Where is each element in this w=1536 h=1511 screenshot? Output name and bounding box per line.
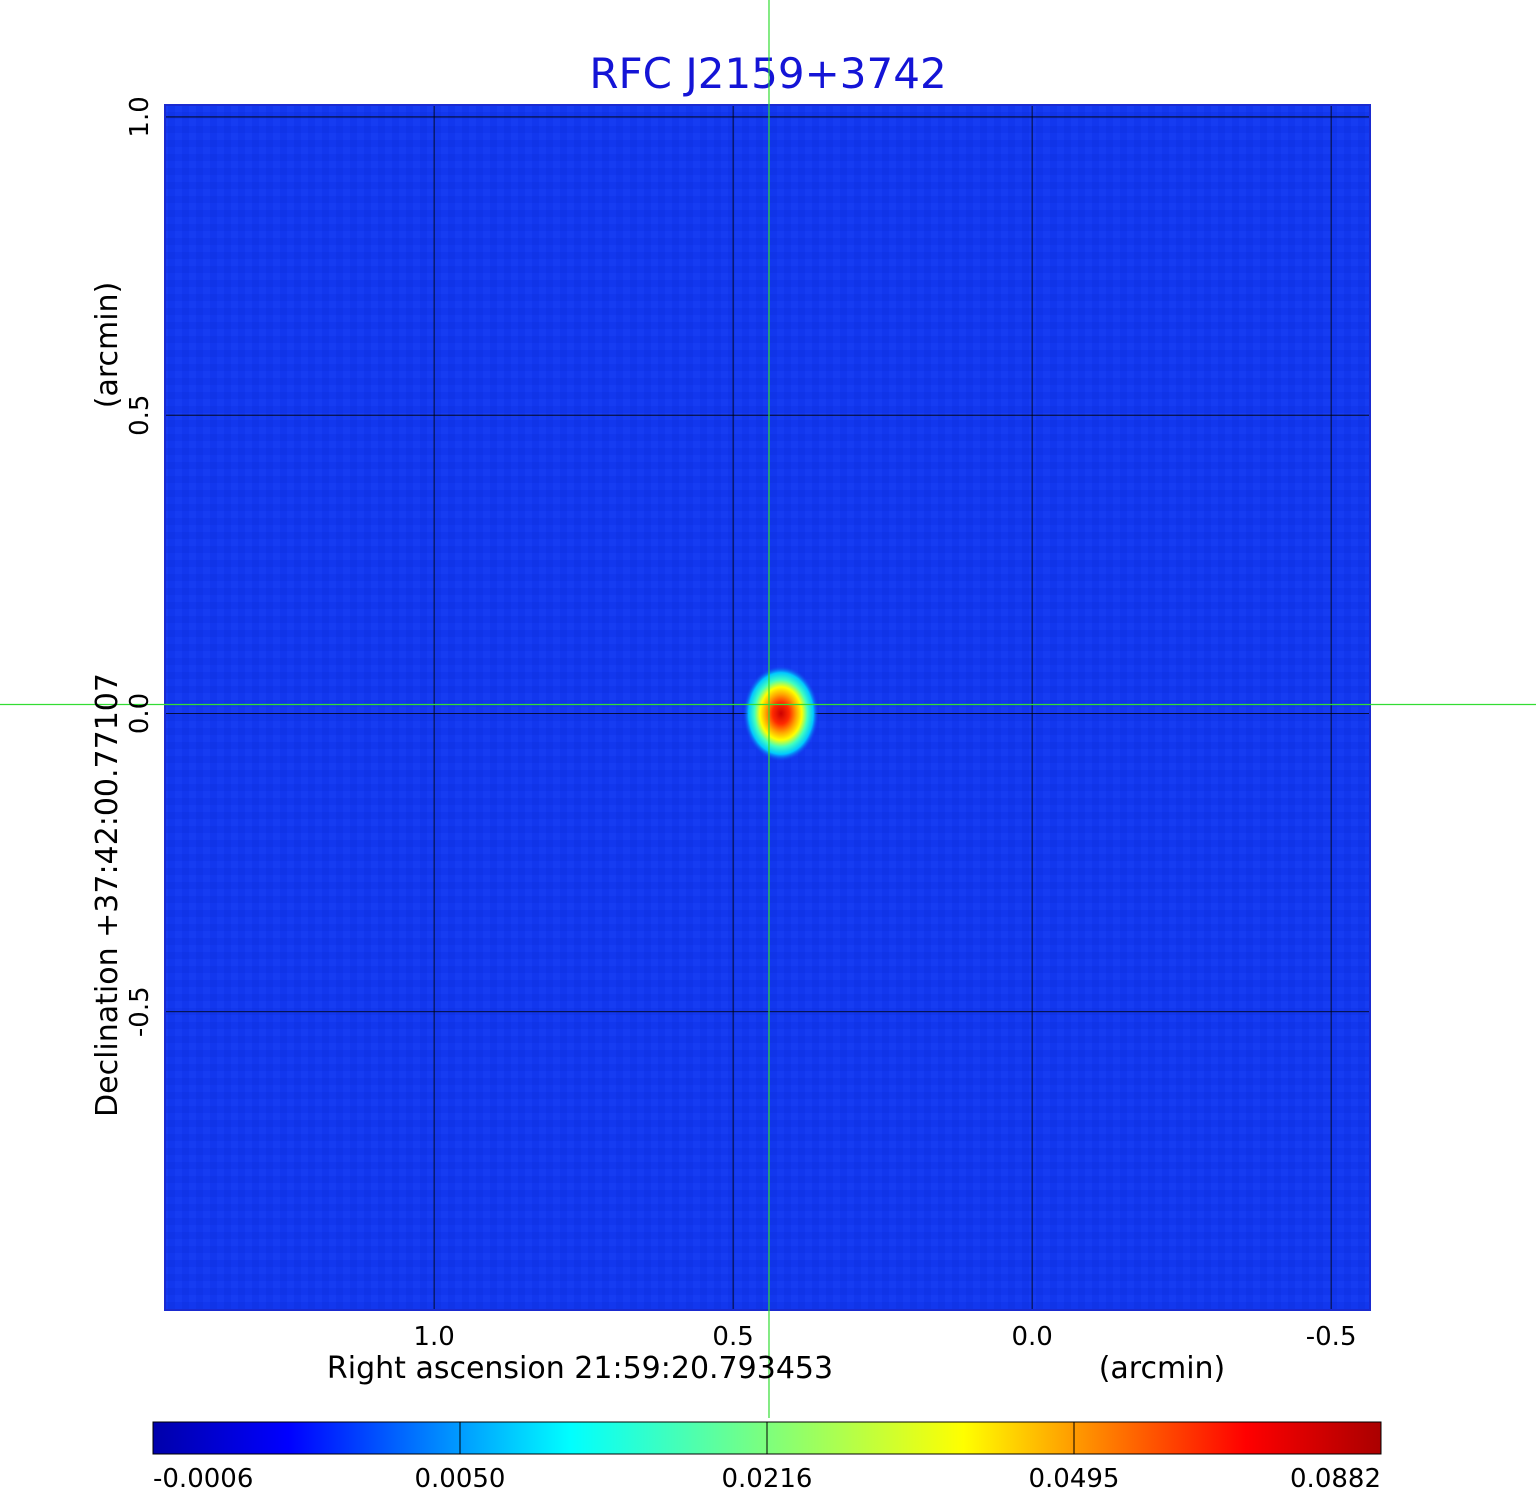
y-axis-ticks: 1.0 0.5 0.0 -0.5: [125, 96, 155, 1037]
coordinate-grid: [165, 105, 1370, 1310]
colorbar-ticks: -0.0006 0.0050 0.0216 0.0495 0.0882: [152, 1422, 1382, 1494]
colorbar-tick-label: 0.0050: [415, 1464, 506, 1494]
colorbar-tick-label: 0.0495: [1029, 1464, 1120, 1494]
colorbar-tick-label: 0.0216: [722, 1464, 813, 1494]
y-axis-unit: (arcmin): [90, 282, 125, 409]
x-axis-unit: (arcmin): [1099, 1351, 1226, 1386]
y-axis-label: Declination +37:42:00.77107: [90, 673, 125, 1117]
colorbar-tick-label: -0.0006: [153, 1464, 253, 1494]
chart-title: RFC J2159+3742: [589, 49, 946, 98]
y-tick-label: 0.0: [125, 693, 155, 734]
x-tick-label: 0.5: [712, 1322, 753, 1352]
x-tick-label: 1.0: [413, 1322, 454, 1352]
map-frame: [164, 104, 1371, 1311]
x-tick-label: -0.5: [1306, 1322, 1357, 1352]
radio-source-blob: [742, 665, 819, 762]
y-tick-label: 0.5: [125, 395, 155, 436]
y-tick-label: 1.0: [125, 96, 155, 137]
x-tick-label: 0.0: [1011, 1322, 1052, 1352]
x-axis-label: Right ascension 21:59:20.793453: [327, 1351, 833, 1386]
y-tick-label: -0.5: [125, 986, 155, 1037]
colorbar-tick-label: 0.0882: [1290, 1464, 1381, 1494]
x-axis-ticks: 1.0 0.5 0.0 -0.5: [413, 1322, 1356, 1352]
